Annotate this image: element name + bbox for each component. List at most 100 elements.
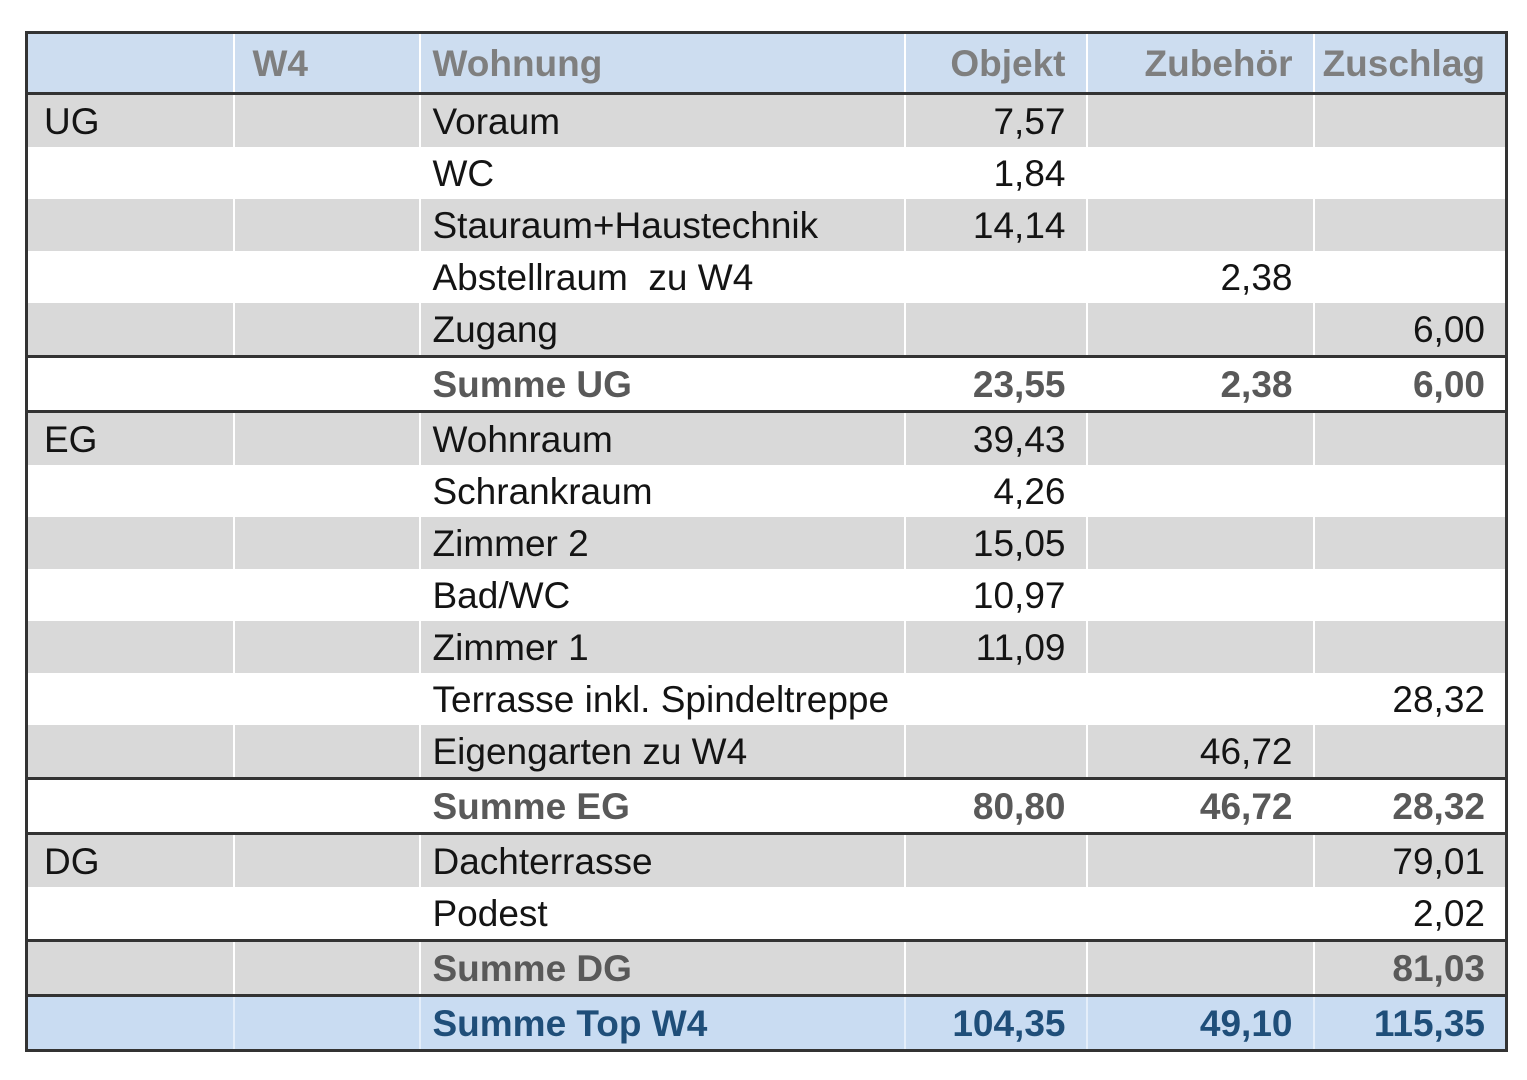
table-row-wohnraum: EG Wohnraum 39,43 bbox=[26, 411, 1507, 465]
cell-w4 bbox=[233, 251, 421, 303]
cell-w4 bbox=[233, 356, 421, 412]
table-row-summe-dg: Summe DG 81,03 bbox=[26, 940, 1507, 996]
table-row-zimmer-2: Zimmer 2 15,05 bbox=[26, 517, 1507, 569]
cell-zuschlag bbox=[1313, 411, 1507, 465]
cell-zuschlag bbox=[1313, 569, 1507, 621]
cell-wohnung: Zimmer 2 bbox=[419, 517, 906, 569]
cell-objekt: 80,80 bbox=[904, 778, 1088, 834]
column-header-floor bbox=[26, 32, 235, 94]
cell-floor: DG bbox=[26, 833, 235, 887]
cell-floor bbox=[26, 517, 235, 569]
cell-objekt: 104,35 bbox=[904, 995, 1088, 1051]
cell-floor bbox=[26, 199, 235, 251]
cell-zuschlag bbox=[1313, 465, 1507, 517]
cell-w4 bbox=[233, 303, 421, 357]
cell-zubehoer: 2,38 bbox=[1086, 251, 1315, 303]
cell-floor bbox=[26, 887, 235, 941]
cell-floor: EG bbox=[26, 411, 235, 465]
cell-zuschlag bbox=[1313, 199, 1507, 251]
cell-objekt bbox=[904, 833, 1088, 887]
cell-w4 bbox=[233, 199, 421, 251]
column-header-objekt: Objekt bbox=[904, 32, 1088, 94]
cell-floor bbox=[26, 673, 235, 725]
cell-objekt bbox=[904, 251, 1088, 303]
column-header-zubehoer: Zubehör bbox=[1086, 32, 1315, 94]
cell-zuschlag: 6,00 bbox=[1313, 356, 1507, 412]
cell-objekt bbox=[904, 673, 1088, 725]
cell-floor bbox=[26, 940, 235, 996]
cell-w4 bbox=[233, 517, 421, 569]
cell-zubehoer bbox=[1086, 303, 1315, 357]
cell-floor bbox=[26, 569, 235, 621]
cell-zuschlag: 28,32 bbox=[1313, 778, 1507, 834]
cell-w4 bbox=[233, 995, 421, 1051]
cell-wohnung: Summe EG bbox=[419, 778, 906, 834]
cell-zuschlag: 2,02 bbox=[1313, 887, 1507, 941]
cell-zubehoer bbox=[1086, 673, 1315, 725]
cell-floor bbox=[26, 995, 235, 1051]
cell-zuschlag bbox=[1313, 251, 1507, 303]
cell-zuschlag: 81,03 bbox=[1313, 940, 1507, 996]
cell-zuschlag: 28,32 bbox=[1313, 673, 1507, 725]
apartment-area-table: W4 Wohnung Objekt Zubehör Zuschlag UG Vo… bbox=[25, 31, 1508, 1052]
cell-wohnung: Schrankraum bbox=[419, 465, 906, 517]
cell-floor bbox=[26, 465, 235, 517]
table-row-stauraum: Stauraum+Haustechnik 14,14 bbox=[26, 199, 1507, 251]
cell-wohnung: Terrasse inkl. Spindeltreppe bbox=[419, 673, 906, 725]
cell-wohnung: Podest bbox=[419, 887, 906, 941]
table-row-terrasse: Terrasse inkl. Spindeltreppe 28,32 bbox=[26, 673, 1507, 725]
cell-floor bbox=[26, 621, 235, 673]
cell-objekt: 23,55 bbox=[904, 356, 1088, 412]
cell-w4 bbox=[233, 940, 421, 996]
cell-wohnung: Summe UG bbox=[419, 356, 906, 412]
cell-zubehoer bbox=[1086, 93, 1315, 147]
cell-zubehoer: 46,72 bbox=[1086, 725, 1315, 779]
table-row-schrankraum: Schrankraum 4,26 bbox=[26, 465, 1507, 517]
cell-wohnung: Voraum bbox=[419, 93, 906, 147]
cell-w4 bbox=[233, 887, 421, 941]
cell-zubehoer: 46,72 bbox=[1086, 778, 1315, 834]
cell-w4 bbox=[233, 93, 421, 147]
cell-objekt: 7,57 bbox=[904, 93, 1088, 147]
table-row-dachterrasse: DG Dachterrasse 79,01 bbox=[26, 833, 1507, 887]
cell-zubehoer bbox=[1086, 411, 1315, 465]
cell-w4 bbox=[233, 833, 421, 887]
cell-zuschlag bbox=[1313, 147, 1507, 199]
cell-zubehoer bbox=[1086, 199, 1315, 251]
cell-wohnung: Stauraum+Haustechnik bbox=[419, 199, 906, 251]
table-row-zugang: Zugang 6,00 bbox=[26, 303, 1507, 357]
cell-objekt: 10,97 bbox=[904, 569, 1088, 621]
cell-wohnung: Eigengarten zu W4 bbox=[419, 725, 906, 779]
cell-zubehoer: 2,38 bbox=[1086, 356, 1315, 412]
table-row-summe-ug: Summe UG 23,55 2,38 6,00 bbox=[26, 356, 1507, 412]
column-header-zuschlag: Zuschlag bbox=[1313, 32, 1507, 94]
cell-w4 bbox=[233, 147, 421, 199]
cell-zuschlag: 115,35 bbox=[1313, 995, 1507, 1051]
table-row-zimmer-1: Zimmer 1 11,09 bbox=[26, 621, 1507, 673]
cell-w4 bbox=[233, 673, 421, 725]
cell-wohnung: Summe DG bbox=[419, 940, 906, 996]
cell-w4 bbox=[233, 725, 421, 779]
cell-zubehoer: 49,10 bbox=[1086, 995, 1315, 1051]
cell-objekt bbox=[904, 887, 1088, 941]
cell-objekt bbox=[904, 303, 1088, 357]
column-header-w4: W4 bbox=[233, 32, 421, 94]
cell-wohnung: Wohnraum bbox=[419, 411, 906, 465]
table-row-voraum: UG Voraum 7,57 bbox=[26, 93, 1507, 147]
cell-zubehoer bbox=[1086, 147, 1315, 199]
cell-wohnung: Dachterrasse bbox=[419, 833, 906, 887]
cell-objekt: 1,84 bbox=[904, 147, 1088, 199]
cell-objekt bbox=[904, 940, 1088, 996]
cell-floor bbox=[26, 778, 235, 834]
cell-floor bbox=[26, 725, 235, 779]
cell-wohnung: Abstellraum zu W4 bbox=[419, 251, 906, 303]
cell-objekt: 14,14 bbox=[904, 199, 1088, 251]
cell-zubehoer bbox=[1086, 621, 1315, 673]
cell-zubehoer bbox=[1086, 569, 1315, 621]
cell-floor bbox=[26, 303, 235, 357]
column-header-wohnung: Wohnung bbox=[419, 32, 906, 94]
cell-zuschlag: 6,00 bbox=[1313, 303, 1507, 357]
table-row-eigengarten: Eigengarten zu W4 46,72 bbox=[26, 725, 1507, 779]
table-row-bad-wc: Bad/WC 10,97 bbox=[26, 569, 1507, 621]
